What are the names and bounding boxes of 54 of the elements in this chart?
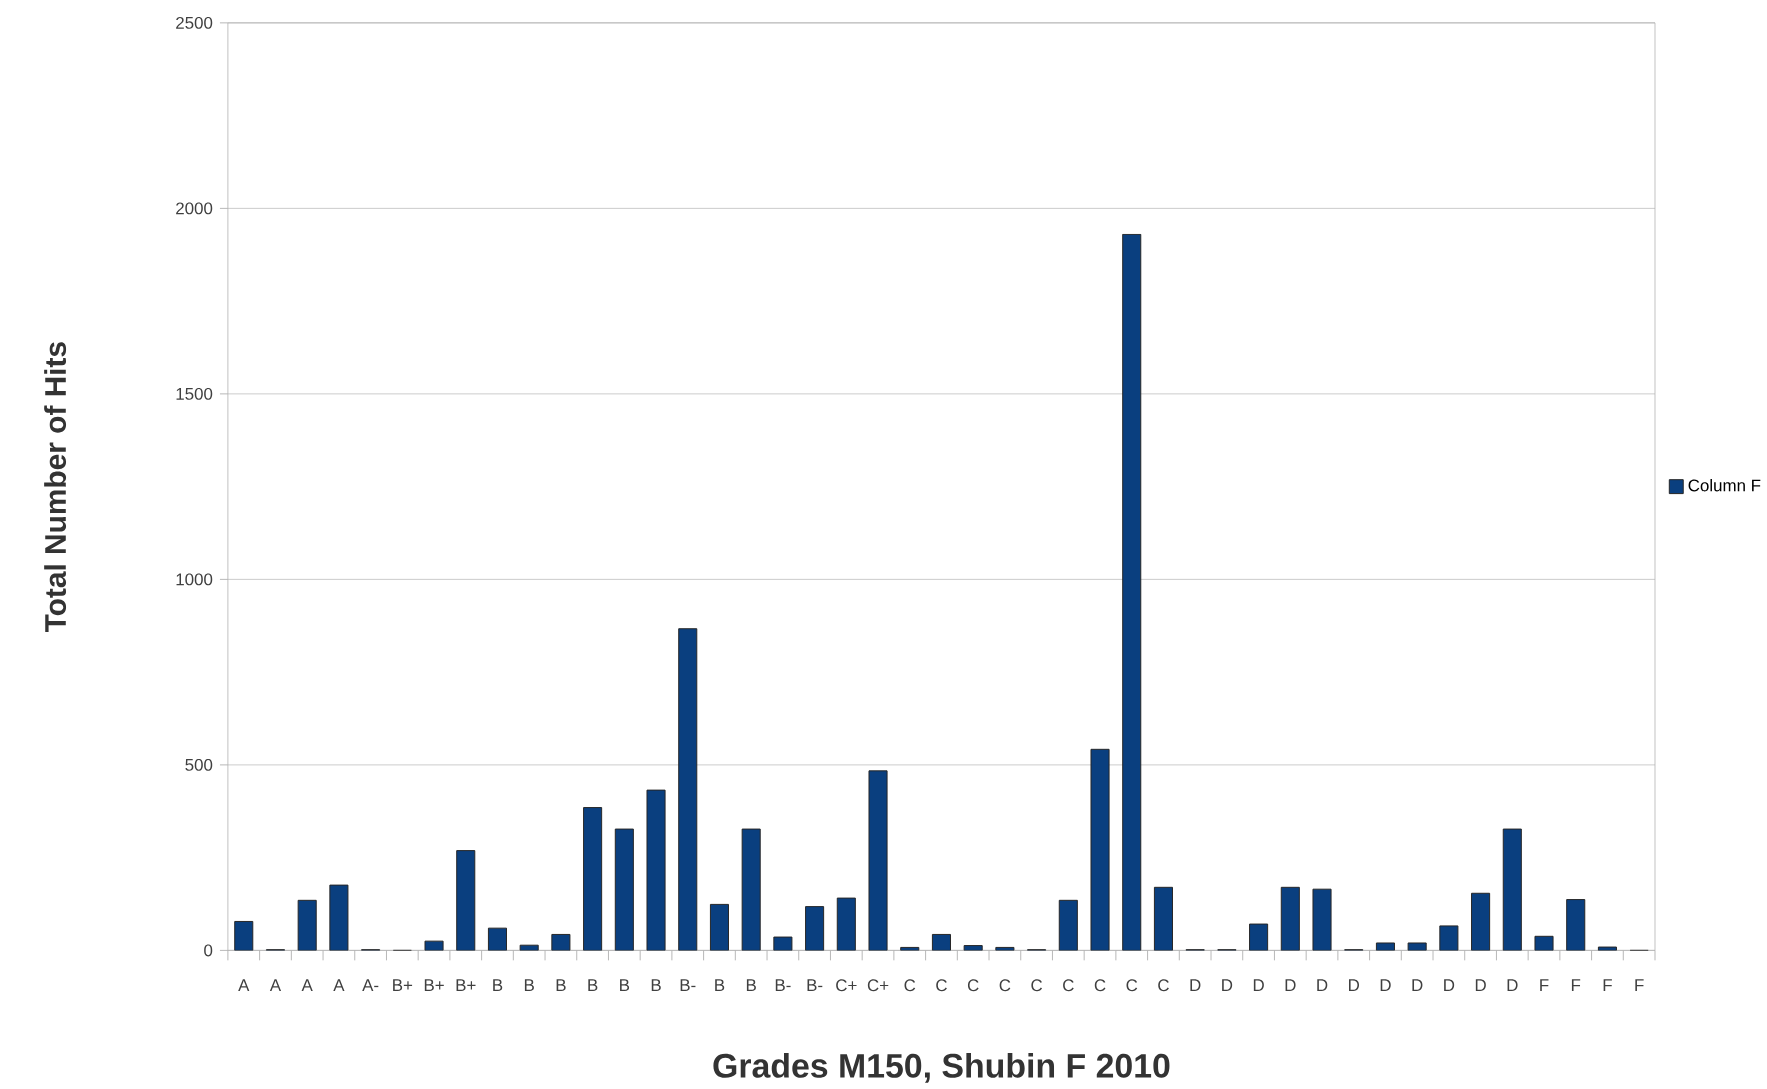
x-tick-label: D <box>1380 979 1391 991</box>
x-tick-label: B <box>493 979 503 991</box>
x-tick-label: F <box>1603 979 1612 991</box>
x-tick-label: C <box>999 979 1011 992</box>
y-tick-label: 2000 <box>176 202 213 215</box>
x-tick-label: C <box>1126 979 1138 992</box>
y-tick-label: 2500 <box>176 16 213 29</box>
x-tick-label: D <box>1222 979 1233 991</box>
x-tick-label: A <box>301 979 313 991</box>
x-tick-label: D <box>1412 979 1423 991</box>
x-tick-label: B- <box>775 979 791 991</box>
x-tick-label: D <box>1317 979 1328 991</box>
x-tick-label: D <box>1253 979 1264 991</box>
x-tick-label: C+ <box>836 979 857 992</box>
x-tick-label: B+ <box>424 979 444 991</box>
x-tick-label: D <box>1190 979 1201 991</box>
x-tick-label: B <box>620 979 630 991</box>
x-tick-label: B <box>651 979 661 991</box>
x-tick-label: D <box>1475 979 1486 991</box>
x-tick-label: D <box>1285 979 1296 991</box>
y-tick-label: 0 <box>204 944 213 957</box>
x-tick-label: A- <box>362 979 379 991</box>
x-tick-label: C <box>967 979 979 992</box>
x-tick-label: D <box>1349 979 1360 991</box>
x-tick-label: F <box>1540 979 1549 991</box>
x-tick-label: B+ <box>393 979 413 991</box>
x-tick-label: D <box>1444 979 1455 991</box>
y-tick-label: 1500 <box>176 387 213 400</box>
x-tick-label: C <box>1094 979 1106 992</box>
x-tick-label: B <box>556 979 566 991</box>
x-tick-label: C+ <box>867 979 889 992</box>
x-tick-label: F <box>1635 979 1644 991</box>
x-tick-label: A <box>269 979 282 991</box>
x-tick-label: C <box>904 979 916 992</box>
y-tick-label: 500 <box>185 758 213 771</box>
x-axis-title: Grades M150, Shubin F 2010 <box>713 1052 1170 1083</box>
x-tick-label: A <box>238 979 250 991</box>
x-tick-label: B <box>524 979 534 991</box>
x-tick-label: C <box>1158 979 1169 992</box>
x-tick-label: C <box>1031 979 1043 992</box>
x-tick-label: B+ <box>456 979 476 991</box>
x-tick-label: C <box>1063 979 1074 992</box>
x-tick-label: D <box>1507 979 1518 991</box>
x-tick-label: B <box>588 979 598 991</box>
y-axis-title: Total Number of Hits <box>44 342 67 632</box>
x-tick-label: B <box>746 979 756 991</box>
x-tick-label: B- <box>680 979 696 991</box>
legend-label: Column F <box>1688 478 1761 492</box>
x-tick-label: B <box>715 979 725 991</box>
x-tick-label: A <box>333 979 345 991</box>
x-tick-label: B- <box>807 979 823 991</box>
y-tick-label: 1000 <box>176 573 213 586</box>
x-tick-label: C <box>936 979 947 992</box>
x-tick-label: F <box>1571 979 1581 991</box>
